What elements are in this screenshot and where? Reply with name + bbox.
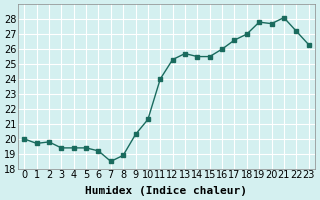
X-axis label: Humidex (Indice chaleur): Humidex (Indice chaleur) [85,186,247,196]
